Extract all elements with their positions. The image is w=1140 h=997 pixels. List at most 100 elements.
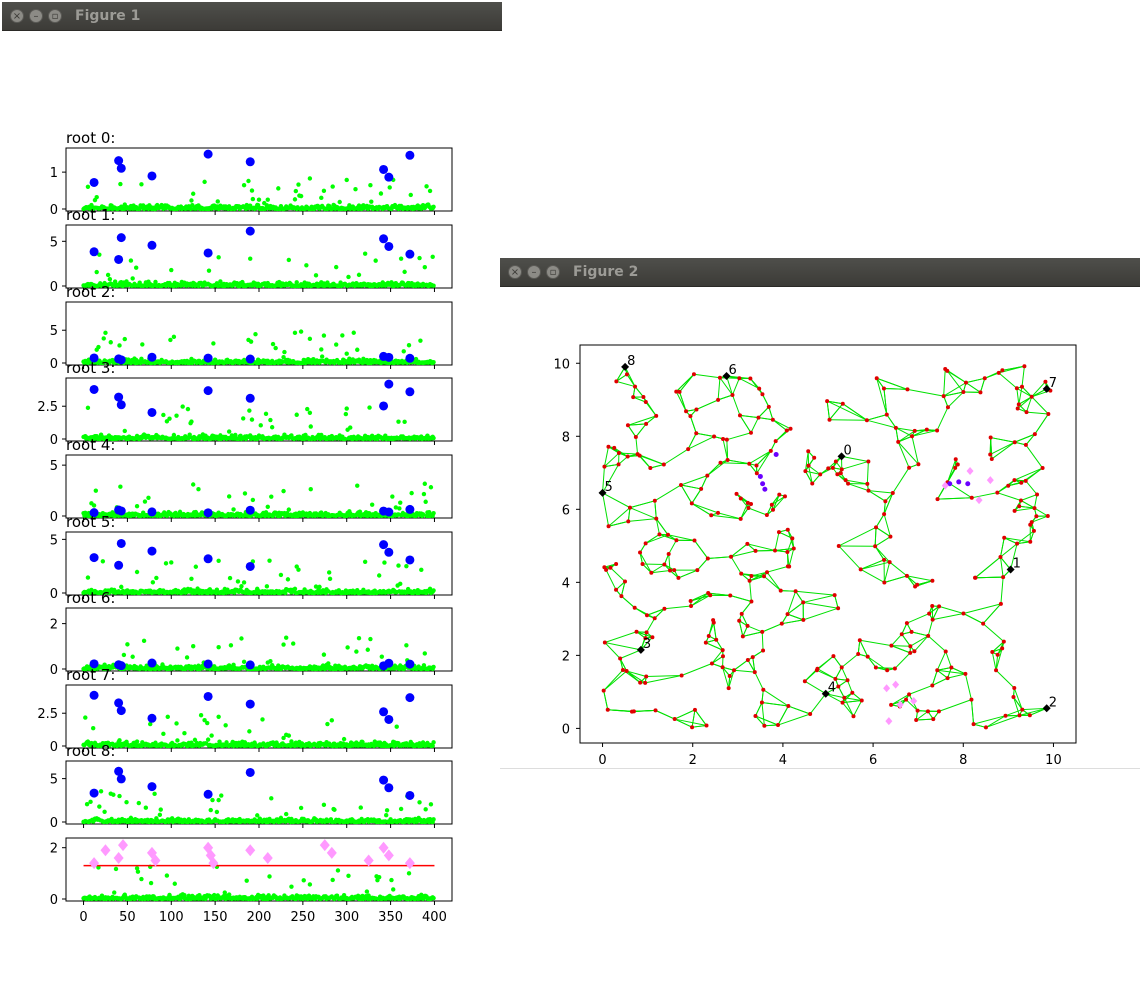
selected-point (150, 854, 161, 867)
data-point (148, 721, 153, 727)
graph-edge (787, 613, 804, 621)
graph-edge (706, 459, 728, 477)
graph-edge (681, 663, 713, 676)
graph-edge (1000, 543, 1018, 558)
data-point (376, 874, 382, 880)
data-point (216, 558, 221, 563)
data-point (379, 654, 385, 659)
minimize-icon[interactable]: – (527, 265, 541, 279)
graph-edge (627, 415, 657, 426)
data-point (283, 811, 289, 817)
data-point (431, 740, 436, 745)
root-point (116, 706, 126, 716)
data-point (356, 635, 362, 641)
graph-edge (860, 559, 885, 570)
data-point (134, 569, 140, 575)
data-point (247, 408, 252, 413)
root-point (405, 150, 415, 160)
data-point (362, 251, 368, 256)
graph-edge (1031, 396, 1049, 415)
minimize-icon[interactable]: – (29, 9, 43, 23)
graph-edge (727, 459, 750, 465)
data-point (209, 733, 214, 738)
data-point (154, 575, 159, 581)
graph-edge (761, 631, 764, 651)
graph-edge (728, 670, 735, 689)
data-point (305, 406, 310, 412)
graph-edge (795, 591, 804, 603)
graph-edge (1031, 381, 1046, 398)
graph-edge (906, 575, 933, 582)
root-point (114, 560, 124, 570)
graph-edge (616, 380, 636, 388)
data-point (329, 206, 335, 212)
data-point (205, 720, 210, 726)
root-point (147, 782, 157, 792)
data-point (256, 197, 262, 202)
y-tick-label: 5 (50, 235, 58, 250)
graph-edge (1026, 411, 1049, 415)
root-point (89, 690, 99, 700)
data-point (430, 743, 435, 749)
data-point (255, 813, 260, 818)
data-point (93, 488, 99, 493)
graph-edge (860, 561, 890, 570)
close-icon[interactable]: × (508, 265, 522, 279)
data-point (332, 807, 337, 812)
selected-point (113, 851, 124, 864)
data-point (321, 188, 327, 194)
data-point (282, 349, 287, 355)
graph-edge (720, 462, 750, 465)
data-point (88, 799, 93, 805)
window-title: Figure 1 (75, 8, 141, 24)
graph-edge (616, 373, 628, 382)
data-point (301, 878, 306, 883)
graph-edge (811, 474, 821, 484)
data-point (346, 274, 351, 280)
data-point (422, 264, 428, 270)
root-point (203, 691, 213, 701)
data-point (340, 333, 345, 338)
root-point (384, 241, 394, 251)
root-point (147, 171, 157, 181)
graph-edge (678, 569, 698, 579)
data-point (167, 416, 172, 421)
axes-frame (65, 301, 453, 366)
data-point (408, 192, 413, 198)
data-point (283, 635, 289, 640)
graph-edge (990, 437, 1015, 443)
graph-edge (906, 613, 930, 624)
graph-edge (732, 394, 741, 416)
maximize-icon[interactable]: ▫ (48, 9, 62, 23)
graph-edge (751, 571, 768, 577)
data-point (191, 482, 196, 487)
close-icon[interactable]: × (10, 9, 24, 23)
data-point (84, 801, 90, 807)
data-point (431, 435, 436, 441)
data-point (202, 179, 207, 185)
root-point (147, 240, 157, 250)
root-point (116, 163, 126, 173)
maximize-icon[interactable]: ▫ (546, 265, 560, 279)
selected-point (100, 844, 111, 857)
data-point (401, 349, 406, 354)
data-point (134, 866, 140, 871)
data-point (164, 873, 170, 878)
root-point (245, 157, 255, 167)
data-point (423, 499, 428, 504)
root-point (384, 547, 394, 557)
data-point (343, 411, 349, 417)
data-point (389, 877, 394, 883)
graph-edge (803, 601, 839, 609)
axes-frame (65, 760, 453, 825)
data-point (142, 499, 148, 504)
axes-frame (65, 224, 453, 289)
graph-edge (634, 607, 648, 616)
graph-edge (639, 552, 652, 573)
x-tick-label: 400 (422, 910, 447, 925)
data-point (308, 424, 313, 429)
graph-edge (1018, 386, 1023, 405)
graph-edge (911, 429, 938, 437)
